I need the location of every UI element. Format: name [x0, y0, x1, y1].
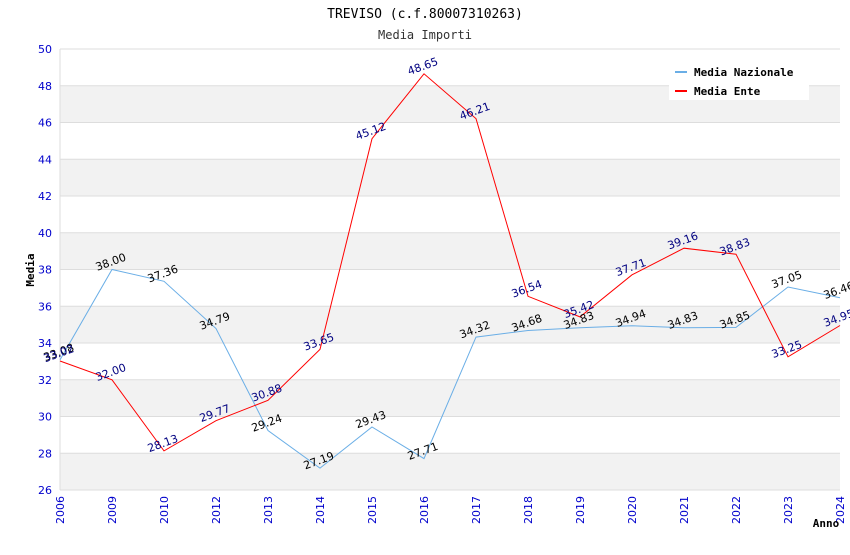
y-tick-label: 32 [38, 374, 52, 387]
x-tick-label: 2016 [418, 496, 431, 524]
x-tick-label: 2017 [470, 496, 483, 524]
x-tick-label: 2018 [522, 496, 535, 524]
x-tick-label: 2020 [626, 496, 639, 524]
y-tick-label: 44 [38, 153, 52, 166]
grid-band [60, 159, 840, 196]
x-tick-label: 2019 [574, 496, 587, 524]
grid-band [60, 269, 840, 307]
grid-bands [60, 49, 840, 490]
legend-label: Media Ente [694, 85, 761, 98]
tick-labels: 26 28 30 32 34 36 38 40 42 44 46 48 50 2006 2009 2010 20… [38, 43, 847, 524]
y-tick-label: 30 [38, 411, 52, 424]
x-tick-label: 2015 [366, 496, 379, 524]
y-tick-label: 46 [38, 117, 52, 130]
x-tick-label: 2023 [782, 496, 795, 524]
grid-band [60, 196, 840, 233]
y-tick-label: 28 [38, 447, 52, 460]
chart-subtitle: Media Importi [378, 28, 472, 42]
x-tick-label: 2010 [158, 496, 171, 524]
y-axis-label: Media [24, 253, 37, 286]
y-tick-label: 36 [38, 300, 52, 313]
x-tick-label: 2009 [106, 496, 119, 524]
y-tick-label: 48 [38, 80, 52, 93]
chart-title: TREVISO (c.f.80007310263) [327, 7, 523, 22]
y-tick-label: 38 [38, 264, 52, 277]
gridlines [60, 48, 840, 491]
y-tick-label: 50 [38, 43, 52, 56]
x-tick-label: 2014 [314, 496, 327, 524]
titles: TREVISO (c.f.80007310263) Media Importi … [24, 7, 840, 530]
series-line-media-ente [59, 73, 841, 452]
legend: Media Nazionale Media Ente [669, 59, 809, 100]
grid-band [60, 343, 840, 380]
y-tick-label: 34 [38, 337, 52, 350]
grid-band [60, 122, 840, 160]
y-tick-label: 40 [38, 227, 52, 240]
legend-label: Media Nazionale [694, 66, 794, 79]
x-axis-label: Anno [813, 517, 840, 530]
y-tick-label: 26 [38, 484, 52, 497]
x-tick-label: 2006 [54, 496, 67, 524]
series-line-media-nazionale [59, 268, 841, 469]
x-tick-label: 2013 [262, 496, 275, 524]
grid-band [60, 416, 840, 454]
grid-band [60, 453, 840, 490]
series-lines [59, 73, 841, 469]
grid-band [60, 306, 840, 343]
y-tick-label: 42 [38, 190, 52, 203]
x-tick-label: 2012 [210, 496, 223, 524]
legend-box [669, 59, 809, 100]
x-tick-label: 2021 [678, 496, 691, 524]
x-tick-label: 2024 [834, 496, 847, 524]
x-tick-label: 2022 [730, 496, 743, 524]
